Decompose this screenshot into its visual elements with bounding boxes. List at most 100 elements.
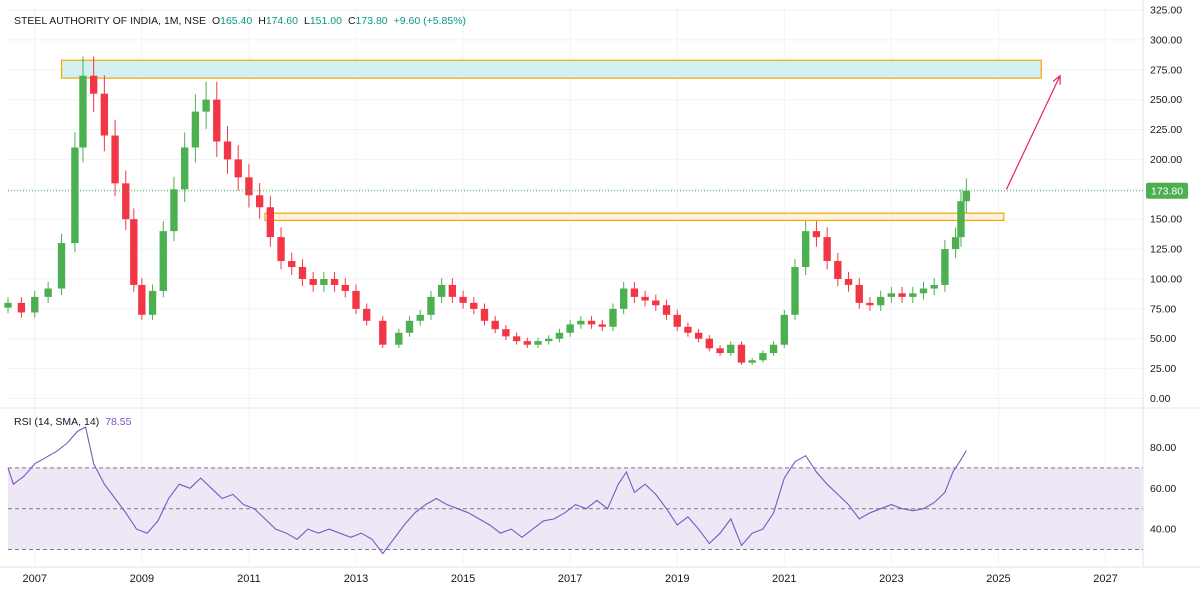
y-tick-label: 0.00 — [1150, 393, 1171, 405]
candle-body — [941, 249, 949, 285]
candle-body — [427, 296, 435, 315]
rsi-legend: RSI (14, SMA, 14) 78.55 — [14, 416, 131, 428]
candle-body — [395, 332, 403, 345]
candle-body — [448, 284, 457, 297]
open-value: 165.40 — [220, 15, 253, 27]
candle-body — [609, 308, 617, 327]
candle-body — [834, 261, 842, 279]
candle-body — [111, 135, 119, 184]
candle-body — [170, 189, 178, 232]
candle-body — [122, 183, 130, 220]
y-tick-label: 200.00 — [1150, 154, 1182, 166]
symbol-label: STEEL AUTHORITY OF INDIA, 1M, NSE — [14, 15, 206, 27]
y-tick-label: 225.00 — [1150, 124, 1182, 136]
candle-body — [802, 231, 810, 268]
candle-body — [341, 284, 349, 291]
candle-body — [480, 308, 489, 321]
x-tick-label: 2009 — [130, 573, 154, 585]
candle-body — [887, 293, 896, 297]
candle-body — [57, 243, 66, 289]
candle-body — [502, 329, 510, 337]
candle-body — [79, 75, 87, 148]
candle-body — [780, 314, 788, 345]
y-tick-label: 50.00 — [1150, 333, 1176, 345]
candle-body — [159, 231, 167, 291]
x-tick-label: 2007 — [23, 573, 47, 585]
candle-body — [213, 99, 221, 142]
open-label: O — [211, 15, 221, 27]
candle-body — [309, 278, 317, 285]
candle-body — [641, 296, 649, 301]
x-tick-label: 2025 — [986, 573, 1010, 585]
x-tick-label: 2019 — [665, 573, 689, 585]
candle-body — [909, 293, 917, 297]
rsi-line — [7, 426, 967, 555]
change-value: +9.60 (+5.85%) — [393, 15, 467, 27]
rsi-y-tick-label: 40.00 — [1150, 524, 1176, 536]
candle-body — [130, 219, 138, 285]
candle-body — [31, 296, 39, 313]
target-arrow-head — [1052, 74, 1061, 85]
support-zone — [264, 212, 1005, 221]
candle-body — [823, 237, 831, 262]
chart-legend: STEEL AUTHORITY OF INDIA, 1M, NSE O165.40… — [14, 15, 466, 27]
candle-body — [234, 159, 242, 178]
price-badge: 173.80 — [1151, 186, 1183, 198]
candle-body — [727, 344, 735, 354]
candle-body — [89, 75, 98, 94]
y-tick-label: 300.00 — [1150, 34, 1182, 46]
x-tick-label: 2013 — [344, 573, 368, 585]
candle-body — [437, 284, 446, 297]
candle-body — [694, 332, 703, 339]
candle-body — [245, 177, 253, 196]
close-value: 173.80 — [355, 15, 388, 27]
candle-body — [855, 284, 863, 303]
candle-body — [180, 147, 189, 190]
candle-body — [320, 278, 328, 285]
price-badge-bg — [1146, 182, 1188, 199]
candle-body — [791, 267, 799, 315]
candle-body — [898, 293, 906, 297]
candle-body — [491, 320, 499, 330]
candle-body — [769, 344, 778, 354]
candle-body — [630, 288, 639, 297]
rsi-value: 78.55 — [105, 416, 132, 428]
candle-body — [330, 278, 339, 285]
candle-body — [416, 314, 424, 321]
low-label: L — [303, 15, 310, 27]
candle-body — [684, 326, 692, 333]
candle-body — [4, 302, 12, 308]
candle-body — [191, 111, 200, 148]
candle-body — [577, 320, 585, 325]
candle-body — [737, 344, 746, 363]
y-tick-label: 250.00 — [1150, 94, 1182, 106]
candle-body — [405, 320, 414, 333]
candle-body — [534, 341, 542, 345]
candle-body — [459, 296, 467, 303]
candle-body — [652, 300, 660, 306]
candle-body — [277, 237, 285, 262]
x-tick-label: 2021 — [772, 573, 796, 585]
candle-body — [100, 93, 109, 136]
resistance-zone — [60, 59, 1042, 79]
candle-body — [566, 324, 574, 333]
candle-body — [759, 353, 767, 361]
candle-body — [716, 348, 724, 354]
candle-body — [748, 360, 756, 363]
candle-body — [470, 302, 478, 309]
candle-body — [957, 201, 965, 238]
candle-body — [951, 237, 960, 250]
candle-body — [844, 278, 853, 285]
rsi-label: RSI (14, SMA, 14) — [14, 416, 100, 428]
candle-body — [17, 302, 26, 313]
candle-body — [363, 308, 371, 321]
x-tick-label: 2011 — [237, 573, 261, 585]
x-tick-label: 2027 — [1093, 573, 1117, 585]
candle-body — [930, 284, 938, 289]
candle-body — [266, 207, 275, 238]
candle-body — [812, 231, 821, 238]
candle-body — [662, 305, 671, 315]
candle-body — [555, 332, 564, 339]
candle-body — [523, 341, 531, 345]
y-tick-label: 325.00 — [1150, 5, 1182, 17]
